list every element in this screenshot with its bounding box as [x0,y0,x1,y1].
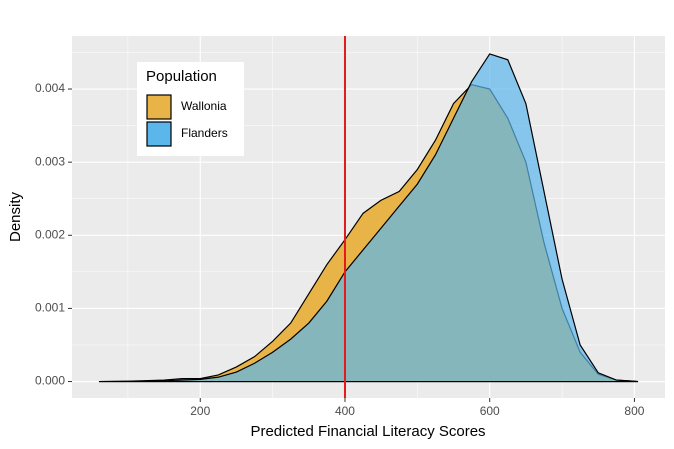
density-area [98,53,639,383]
x-tick-label: 800 [624,404,644,418]
y-tick-label: 0.003 [35,154,65,168]
x-tick-label: 600 [480,404,500,418]
legend-key [146,121,172,147]
y-tick-label: 0.000 [35,374,65,388]
y-tick-label: 0.002 [35,227,65,241]
x-tick-label: 400 [335,404,355,418]
legend-label: Flanders [181,126,228,140]
legend-label: Wallonia [181,99,227,113]
y-tick-label: 0.001 [35,301,65,315]
x-tick-label: 200 [190,404,210,418]
x-axis-title: Predicted Financial Literacy Scores [250,423,485,440]
y-tick-label: 0.004 [35,81,65,95]
legend-key [146,94,172,120]
legend-title: Population [146,68,217,85]
legend: Population Wallonia Flanders [137,62,244,156]
y-axis-title: Density [7,191,24,242]
